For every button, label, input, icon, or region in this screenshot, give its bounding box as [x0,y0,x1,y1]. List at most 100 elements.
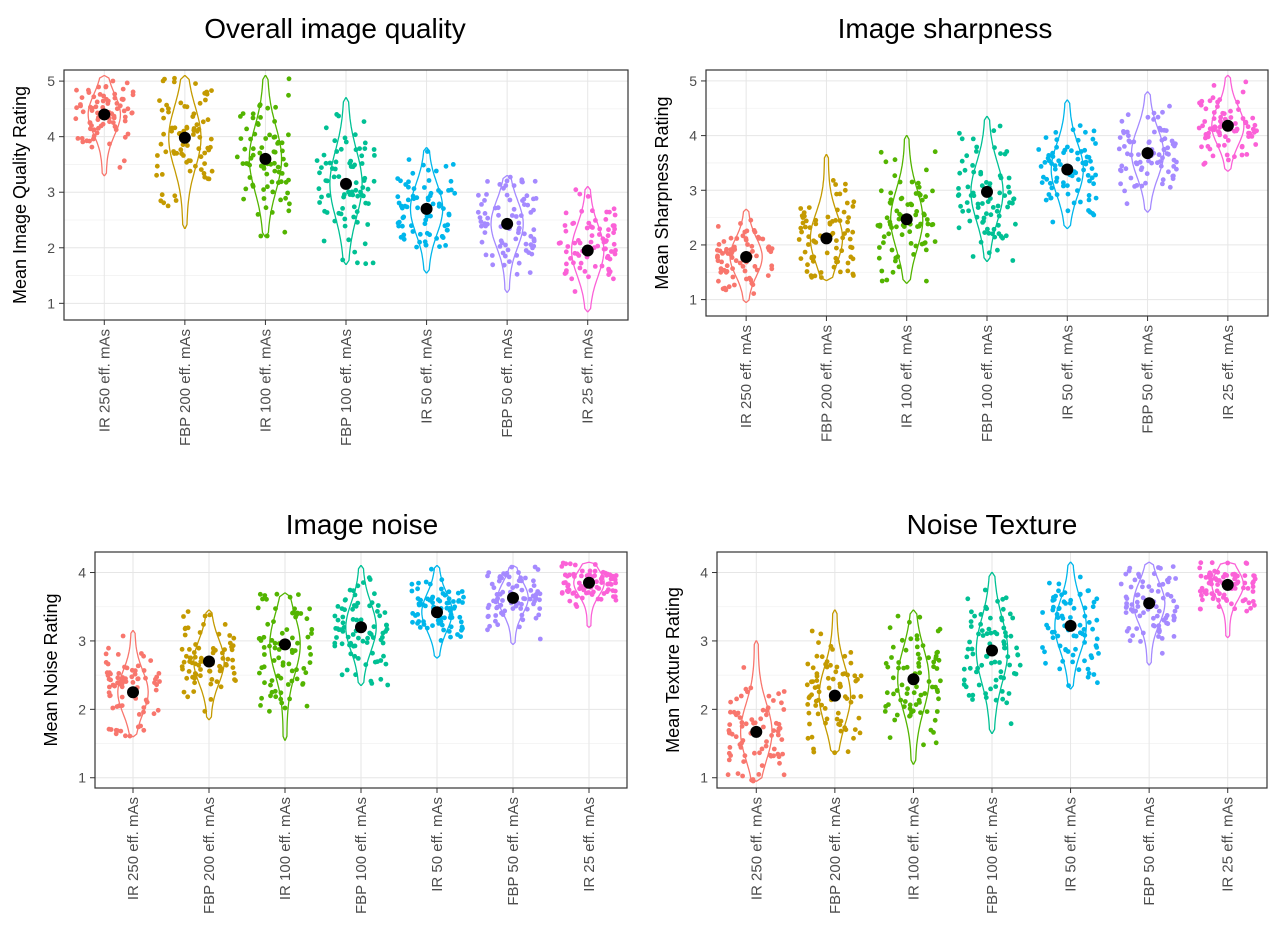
data-point [339,641,345,647]
data-point [1236,107,1241,112]
data-point [129,110,135,116]
data-point [273,694,279,700]
data-point [261,634,267,640]
data-point [896,264,902,270]
data-point [220,656,226,661]
data-point [818,631,824,637]
data-point [893,258,898,264]
data-point [599,263,605,269]
data-point [384,622,389,628]
data-point [409,223,414,229]
data-point [1209,581,1214,587]
data-point [1156,634,1161,639]
data-point [881,234,887,240]
data-point [108,727,114,732]
data-point [514,253,520,258]
data-point [406,179,411,185]
data-point [998,151,1003,157]
data-point [351,204,357,210]
data-point [522,202,527,208]
data-point [322,208,327,214]
data-point [430,201,436,207]
data-point [585,194,591,199]
data-point [716,242,722,247]
data-point [506,574,512,580]
data-point [1207,126,1213,132]
data-point [1243,79,1249,85]
data-point [845,260,851,266]
data-point [355,219,360,225]
data-point [969,646,975,652]
data-point [293,614,298,620]
data-point [988,686,993,692]
violin-1 [87,74,122,177]
data-point [914,684,919,690]
data-point [1054,611,1060,617]
data-point [250,152,256,158]
data-point [1244,608,1250,614]
data-point [1060,658,1066,664]
data-point [357,146,362,152]
data-point [414,195,420,201]
y-axis-label: Mean Sharpness Rating [652,96,672,289]
data-point [743,686,749,692]
data-point [1124,129,1130,135]
data-point [827,221,833,227]
data-point [208,136,214,142]
data-point [738,693,744,699]
data-point [301,666,307,671]
data-point [1010,258,1016,263]
data-point [1218,118,1223,124]
data-point [499,575,504,581]
data-point [340,206,345,211]
data-point [127,733,133,739]
data-point [1140,595,1146,601]
data-point [913,243,919,249]
y-tick-label: 4 [47,129,55,145]
data-point [491,585,497,591]
data-point [734,696,739,702]
data-point [892,173,898,179]
data-point [1087,178,1092,184]
data-point [1082,613,1088,619]
data-point [264,171,270,177]
data-point [825,214,831,220]
data-point [317,200,322,205]
data-point [208,697,214,702]
data-point [603,217,609,222]
data-point [923,194,928,200]
data-point [961,677,967,683]
x-tick-label: FBP 200 eff. mAs [827,797,844,914]
data-point [1243,119,1249,125]
data-point [743,236,749,241]
data-point [285,682,291,687]
data-point [766,693,772,699]
data-point [978,621,983,627]
data-point [1076,667,1082,673]
data-point [846,215,851,221]
violin-7 [1211,74,1245,172]
y-tick-label: 3 [700,633,708,649]
data-point [316,186,322,192]
data-point [1156,623,1162,629]
data-point [250,111,256,117]
data-point [198,673,203,679]
data-point [727,722,733,727]
data-point [196,645,202,651]
plot-border [705,69,1269,317]
data-point [833,669,839,675]
mean-marker-3 [907,673,920,686]
data-point [185,609,191,614]
data-point [1203,135,1208,141]
data-point [565,573,570,579]
data-point [970,697,975,702]
data-point [263,205,269,211]
data-point [800,220,806,226]
data-point [755,234,761,240]
chart-title: Noise Texture [907,509,1078,540]
data-point [278,690,284,696]
data-point [1210,153,1216,159]
data-point [181,614,186,619]
data-point [885,664,891,670]
data-point [511,183,517,189]
